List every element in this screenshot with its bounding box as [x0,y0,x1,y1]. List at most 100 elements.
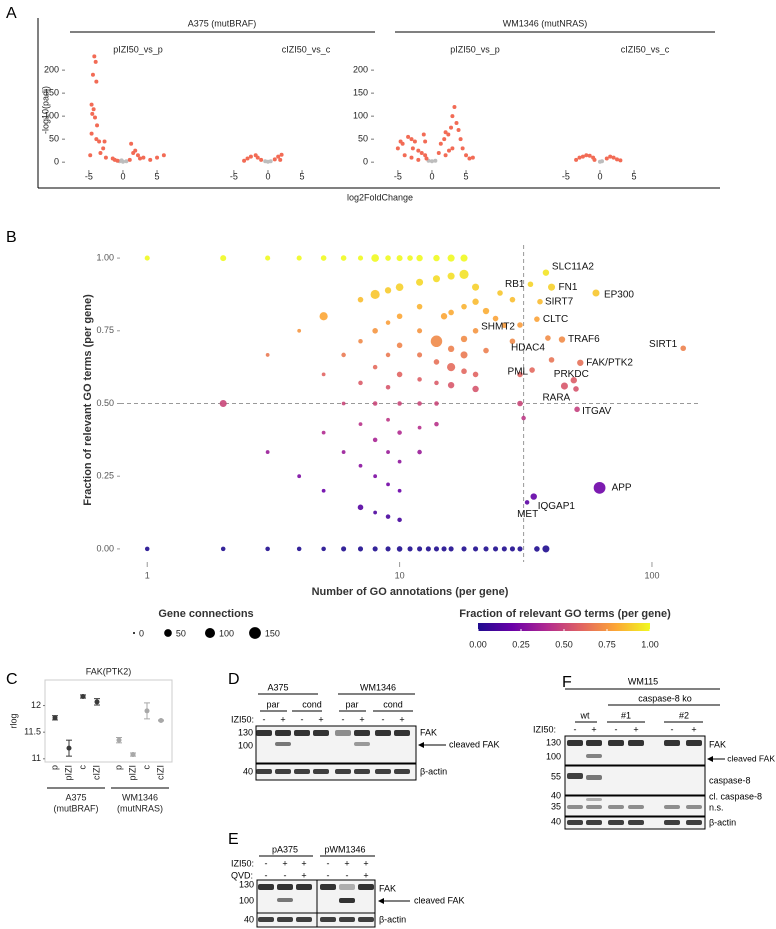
gene-point [397,459,402,464]
gene-point [357,255,364,261]
marker: 40 [244,914,254,924]
volcano-point [90,111,95,116]
band [586,775,602,780]
gene-point [358,338,363,344]
gene-point [385,384,391,390]
gene-point [340,255,347,261]
gene-point [373,474,378,479]
x-tick-label: 0 [120,171,125,181]
gene-point [341,352,346,358]
volcano-point [577,155,582,160]
gene-point [397,517,402,523]
sign: + [318,714,323,724]
y-tick-label: 100 [353,111,368,121]
x-tick-label: 5 [155,171,160,181]
band [313,769,329,774]
volcano-point [443,130,448,135]
sign: - [615,724,618,734]
volcano-point [93,115,97,120]
gene-point [384,287,392,294]
sign: - [671,724,674,734]
gene-label: RB1 [505,279,525,290]
band-label: β-actin [379,914,406,924]
y-tick-label: 100 [44,111,59,121]
volcano-point [446,132,451,137]
mean-point [158,717,164,723]
x-tick-label: cIZI [155,765,165,780]
gene-point [296,546,302,552]
band [335,769,351,774]
band [335,730,351,736]
gene-point [357,504,364,511]
gene-point [497,290,503,296]
row-label: QVD: [231,870,253,880]
cell-line: WM1346 [360,682,396,692]
x-tick-label: cIZI [91,765,101,780]
clone: #2 [679,710,689,720]
gene-point [461,303,467,310]
gene-point [527,281,534,288]
volcano-point [421,132,426,137]
gene-label: CLTC [543,314,568,325]
gene-point [319,312,328,321]
clone: #1 [621,710,631,720]
gene-point [472,283,480,291]
x-tick-label: -5 [230,171,238,181]
volcano-point [438,141,443,146]
band [608,805,624,809]
gene-point [472,385,479,393]
blot-frame [256,912,376,928]
band [354,730,370,736]
gene-point [341,546,347,552]
gene-point [432,275,441,283]
gene-point [447,272,455,280]
gene-point [372,401,378,406]
band [586,740,602,746]
gene-point [592,289,600,297]
volcano-point [447,148,451,153]
volcano-point [263,159,268,164]
gene-label: PRKDC [554,369,589,380]
chart-title: FAK(PTK2) [86,666,132,676]
gene-label: ITGAV [582,406,612,417]
legend-label: 0 [139,628,144,638]
legend-label: 50 [176,628,186,638]
band-label: cleaved FAK [727,753,775,763]
x-tick-label: p [49,765,59,770]
band [567,820,583,825]
band [339,898,355,903]
gene-point [537,298,543,305]
gene-point [501,546,507,552]
panel-label: C [6,671,18,688]
band [256,730,272,736]
volcano-point [138,156,142,161]
gene-point [440,313,448,320]
x-tick-label: 5 [632,171,637,181]
band [294,730,310,736]
gene-point [447,381,455,389]
gene-point [396,546,403,552]
band-label: β-actin [420,766,447,776]
marker: 40 [243,766,253,776]
gene-point [524,500,530,505]
gene-point [416,303,423,310]
subplot-title: cIZI50_vs_c [282,44,331,54]
band [277,898,293,902]
volcano-point [90,72,95,77]
marker: 100 [239,895,254,905]
volcano-point [94,79,99,84]
band [664,740,680,746]
volcano-point [161,153,166,158]
legend-size [249,627,261,639]
volcano-point [409,137,414,142]
band [320,884,336,890]
band [586,798,602,801]
band [628,820,644,825]
cell-line: pA375 [272,844,298,854]
y-tick-label: 0.25 [96,471,114,481]
band [277,884,293,890]
gene-point [472,371,479,378]
gene-label: SIRT7 [545,296,574,307]
band [375,769,391,774]
mean-point [52,715,58,721]
